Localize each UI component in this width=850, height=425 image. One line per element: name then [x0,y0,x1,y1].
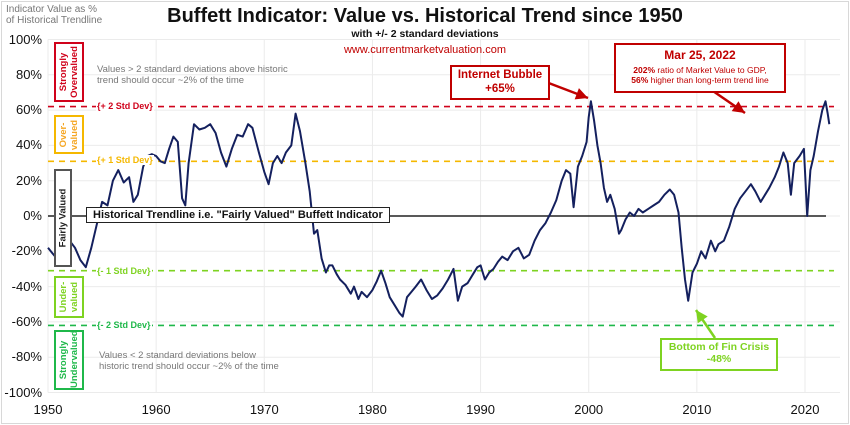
x-tick-label: 2020 [790,402,820,417]
y-tick-label: 40% [15,137,42,153]
series-layer [47,100,831,318]
label-minus-1-std-dev: {- 1 Std Dev} [96,266,152,276]
arrow-fin-crisis [694,309,717,339]
x-tick-label: 2000 [574,402,604,417]
zone-strongly-undervalued-label: Strongly Undervalued [58,330,80,388]
annotation-arrows [545,80,746,339]
x-tick-label: 1950 [33,402,63,417]
zone-strongly-overvalued: Strongly Overvalued [54,42,84,102]
y-tick-label: 0% [23,208,42,223]
label-minus-2-std-dev: {- 2 Std Dev} [96,320,152,330]
callout-latest-line1: 202% ratio of Market Value to GDP, [616,65,784,75]
x-tick-label: 1960 [141,402,171,417]
arrow-internet-bubble-head [574,88,588,100]
source-url[interactable]: www.currentmarketvaluation.com [343,44,506,56]
y-tick-label: 100% [8,31,42,47]
callout-latest-date: Mar 25, 2022 [664,48,736,62]
callout-internet-bubble-value: +65% [485,83,515,95]
y-tick-label: 20% [15,172,42,188]
zone-overvalued-label: Over-valued [58,119,80,150]
y-tick-label: -100% [4,384,42,400]
callout-fin-crisis-title: Bottom of Fin Crisis [668,341,770,353]
y-axis-caption-line2: of Historical Trendline [6,15,103,26]
series-line-buffett-indicator [47,100,831,318]
callout-latest: Mar 25, 2022 202% ratio of Market Value … [614,43,786,93]
callout-internet-bubble-title: Internet Bubble [457,69,543,81]
chart-subtitle: with +/- 2 standard deviations [351,28,499,40]
zone-strongly-overvalued-label: Strongly Overvalued [58,46,80,98]
callout-fin-crisis: Bottom of Fin Crisis -48% [660,338,778,371]
note-above: Values > 2 standard deviations above his… [97,64,288,86]
note-below: Values < 2 standard deviations below his… [99,350,279,372]
callout-fin-crisis-value: -48% [706,353,732,365]
arrow-latest-head [731,101,745,113]
y-tick-label: -20% [11,243,42,259]
y-tick-label: 80% [15,66,42,82]
callout-latest-line2: 56% higher than long-term trend line [616,75,784,85]
trendline-label: Historical Trendline i.e. "Fairly Valued… [86,207,390,223]
x-tick-label: 1990 [466,402,496,417]
callout-latest-pct-text: higher than long-term trend line [648,75,769,85]
y-tick-label: -40% [11,278,42,294]
y-axis-caption-line1: Indicator Value as % [6,4,97,15]
note-above-line1: Values > 2 standard deviations above his… [97,64,288,75]
arrow-fin-crisis-head [696,310,708,324]
zone-undervalued: Under-valued [54,276,84,318]
arrow-latest [709,87,746,115]
arrow-internet-bubble [545,80,589,100]
zone-fairly-valued: Fairly Valued [54,169,72,267]
zone-overvalued: Over-valued [54,115,84,154]
chart-title: Buffett Indicator: Value vs. Historical … [167,5,683,27]
callout-latest-ratio: 202% [633,65,656,75]
y-axis-caption: Indicator Value as % of Historical Trend… [6,4,102,26]
y-tick-label: 60% [15,102,42,118]
x-tick-label: 1980 [357,402,387,417]
callout-internet-bubble: Internet Bubble +65% [450,65,550,100]
zone-strongly-undervalued: Strongly Undervalued [54,330,84,390]
callout-latest-ratio-text: ratio of Market Value to GDP, [655,65,767,75]
note-below-line2: historic trend should occur ~2% of the t… [99,361,279,372]
y-tick-label: -80% [11,349,42,365]
note-above-line2: trend should occur ~2% of the time [97,75,245,86]
x-tick-label: 2010 [682,402,712,417]
zone-undervalued-label: Under-valued [58,281,80,313]
y-tick-label: -60% [11,313,42,329]
note-below-line1: Values < 2 standard deviations below [99,350,256,361]
zone-fairly-valued-label: Fairly Valued [57,188,69,248]
x-tick-label: 1970 [249,402,279,417]
callout-latest-pct: 56% [631,75,649,85]
label-plus-1-std-dev: {+ 1 Std Dev} [96,155,154,165]
label-plus-2-std-dev: {+ 2 Std Dev} [96,101,154,111]
